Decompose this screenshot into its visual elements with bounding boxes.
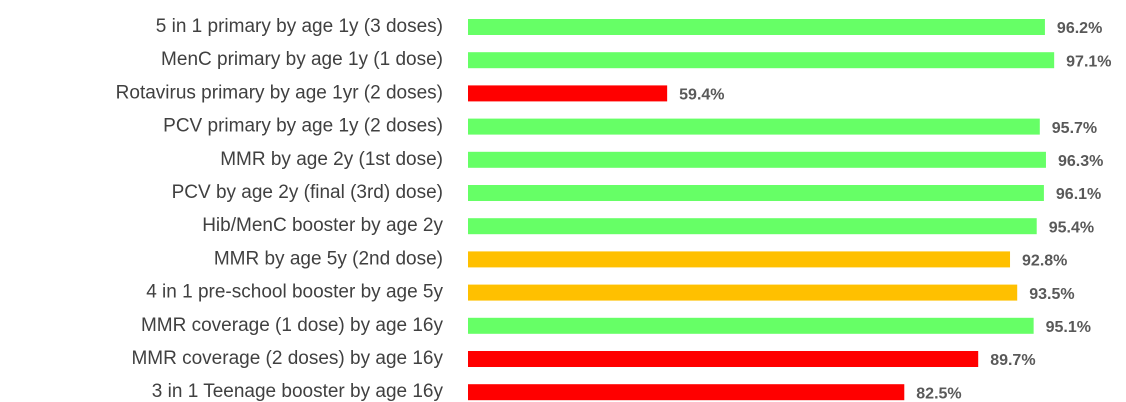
bar — [468, 52, 1055, 69]
value-label: 95.7% — [1052, 120, 1097, 137]
bar — [468, 218, 1037, 235]
bar — [468, 384, 905, 401]
bar — [468, 317, 1034, 334]
category-label: 4 in 1 pre-school booster by age 5y — [146, 282, 443, 303]
bar — [468, 284, 1018, 301]
bar — [468, 85, 668, 102]
value-label: 95.4% — [1049, 219, 1094, 236]
value-label: 92.8% — [1022, 253, 1067, 270]
bar — [468, 118, 1040, 135]
category-label: MMR coverage (1 dose) by age 16y — [141, 315, 444, 336]
value-label: 96.1% — [1056, 186, 1101, 203]
value-label: 59.4% — [679, 87, 724, 104]
value-label: 96.2% — [1057, 20, 1102, 37]
category-label: MMR coverage (2 doses) by age 16y — [131, 348, 443, 369]
category-label: MMR by age 2y (1st dose) — [220, 149, 443, 170]
value-label: 82.5% — [916, 385, 961, 402]
bar — [468, 351, 979, 367]
category-label: MMR by age 5y (2nd dose) — [214, 248, 443, 269]
category-label: Hib/MenC booster by age 2y — [202, 215, 443, 236]
category-label: Rotavirus primary by age 1yr (2 doses) — [116, 82, 443, 103]
category-label: MenC primary by age 1y (1 dose) — [161, 49, 443, 70]
category-label: 5 in 1 primary by age 1y (3 doses) — [156, 16, 443, 37]
bar — [468, 185, 1044, 201]
bar — [468, 151, 1046, 168]
category-label: PCV by age 2y (final (3rd) dose) — [172, 182, 443, 203]
value-label: 95.1% — [1046, 319, 1091, 336]
value-label: 93.5% — [1029, 286, 1074, 303]
category-label: 3 in 1 Teenage booster by age 16y — [152, 381, 444, 402]
value-label: 97.1% — [1066, 53, 1111, 70]
value-label: 89.7% — [990, 352, 1035, 369]
bar — [468, 251, 1011, 268]
value-label: 96.3% — [1058, 153, 1103, 170]
bar — [468, 19, 1045, 35]
category-label: PCV primary by age 1y (2 doses) — [163, 116, 443, 137]
